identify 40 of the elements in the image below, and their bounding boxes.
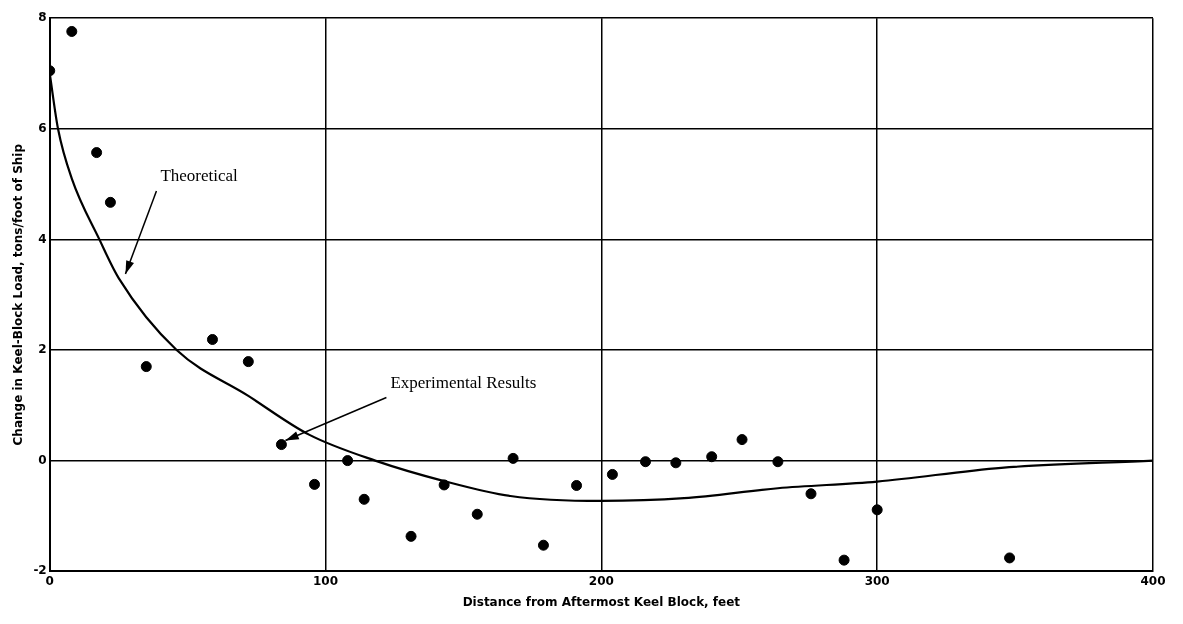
point	[438, 479, 450, 491]
point	[736, 434, 748, 446]
point	[537, 539, 549, 551]
point	[91, 147, 103, 159]
point	[471, 508, 483, 520]
point	[606, 468, 618, 480]
x-tick-label: 400	[1140, 573, 1166, 588]
y-tick-label: 0	[38, 452, 47, 467]
point	[640, 456, 651, 468]
annotation: Experimental Results	[390, 372, 537, 392]
point	[206, 333, 218, 345]
y-axis-title: Change in Keel-Block Load, tons/foot of Ship	[11, 143, 26, 446]
x-axis-title: Distance from Aftermost Keel Block, feet	[462, 594, 741, 609]
y-tick-label: 8	[38, 10, 47, 25]
point	[507, 452, 519, 464]
point	[805, 488, 817, 500]
point	[242, 356, 254, 368]
y-tick-label: 2	[38, 342, 47, 357]
point	[670, 457, 682, 469]
annotation: Theoretical	[160, 166, 239, 186]
x-tick-label: 300	[864, 573, 890, 588]
point	[838, 554, 850, 566]
point	[140, 361, 152, 373]
y-tick-label: -2	[33, 563, 47, 578]
y-tick-label: 4	[38, 231, 47, 246]
point	[104, 196, 116, 208]
point	[342, 455, 354, 467]
x-tick-label: 100	[313, 573, 339, 588]
point	[571, 479, 583, 491]
point	[706, 451, 718, 463]
point	[309, 478, 321, 490]
point	[405, 530, 417, 542]
point	[871, 504, 883, 516]
point	[1004, 552, 1016, 564]
point	[66, 25, 78, 37]
x-tick-label: 200	[588, 573, 614, 588]
y-tick-label: 6	[38, 120, 47, 135]
point	[275, 439, 287, 451]
point	[358, 493, 370, 505]
point	[772, 456, 784, 468]
